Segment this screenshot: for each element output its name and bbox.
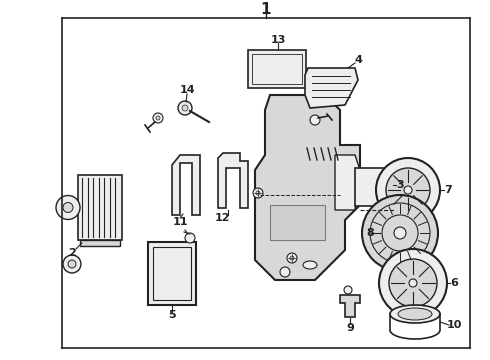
Text: 8: 8 [366,228,374,238]
Circle shape [379,249,447,317]
Text: 13: 13 [270,35,286,45]
Circle shape [156,116,160,120]
Bar [248,50,306,88]
Bar [80,240,120,246]
Circle shape [409,279,417,287]
Circle shape [389,259,437,307]
Polygon shape [335,155,360,210]
Circle shape [256,191,260,195]
Circle shape [153,113,163,123]
Text: 6: 6 [450,278,458,288]
Circle shape [310,115,320,125]
Bar [270,205,325,240]
Ellipse shape [398,308,432,320]
Text: 9: 9 [346,323,354,333]
Circle shape [290,256,294,260]
Bar [153,247,191,300]
Text: 4: 4 [354,55,362,65]
Text: 2: 2 [68,248,76,258]
Text: 5: 5 [168,310,176,320]
Ellipse shape [303,261,317,269]
Text: 12: 12 [214,213,230,223]
Circle shape [253,188,263,198]
Circle shape [56,195,80,220]
Polygon shape [255,95,360,280]
Polygon shape [340,295,360,317]
Bar [78,175,122,240]
Circle shape [404,186,412,194]
Circle shape [344,286,352,294]
Polygon shape [305,68,358,108]
Text: 11: 11 [172,217,188,227]
Polygon shape [172,155,200,215]
Text: 3: 3 [396,180,404,190]
Circle shape [376,158,440,222]
Circle shape [280,267,290,277]
Circle shape [68,260,76,268]
Circle shape [182,105,188,111]
Text: 1: 1 [261,3,271,18]
Circle shape [63,255,81,273]
Bar [355,168,393,206]
Circle shape [185,233,195,243]
Text: 7: 7 [444,185,452,195]
Circle shape [178,101,192,115]
Polygon shape [218,153,248,208]
Circle shape [63,202,73,212]
Text: 10: 10 [446,320,462,330]
Circle shape [362,195,438,271]
Bar [148,242,196,305]
Text: 14: 14 [179,85,195,95]
Circle shape [287,253,297,263]
Circle shape [394,227,406,239]
Circle shape [386,168,430,212]
Ellipse shape [390,305,440,323]
Bar [252,54,302,84]
